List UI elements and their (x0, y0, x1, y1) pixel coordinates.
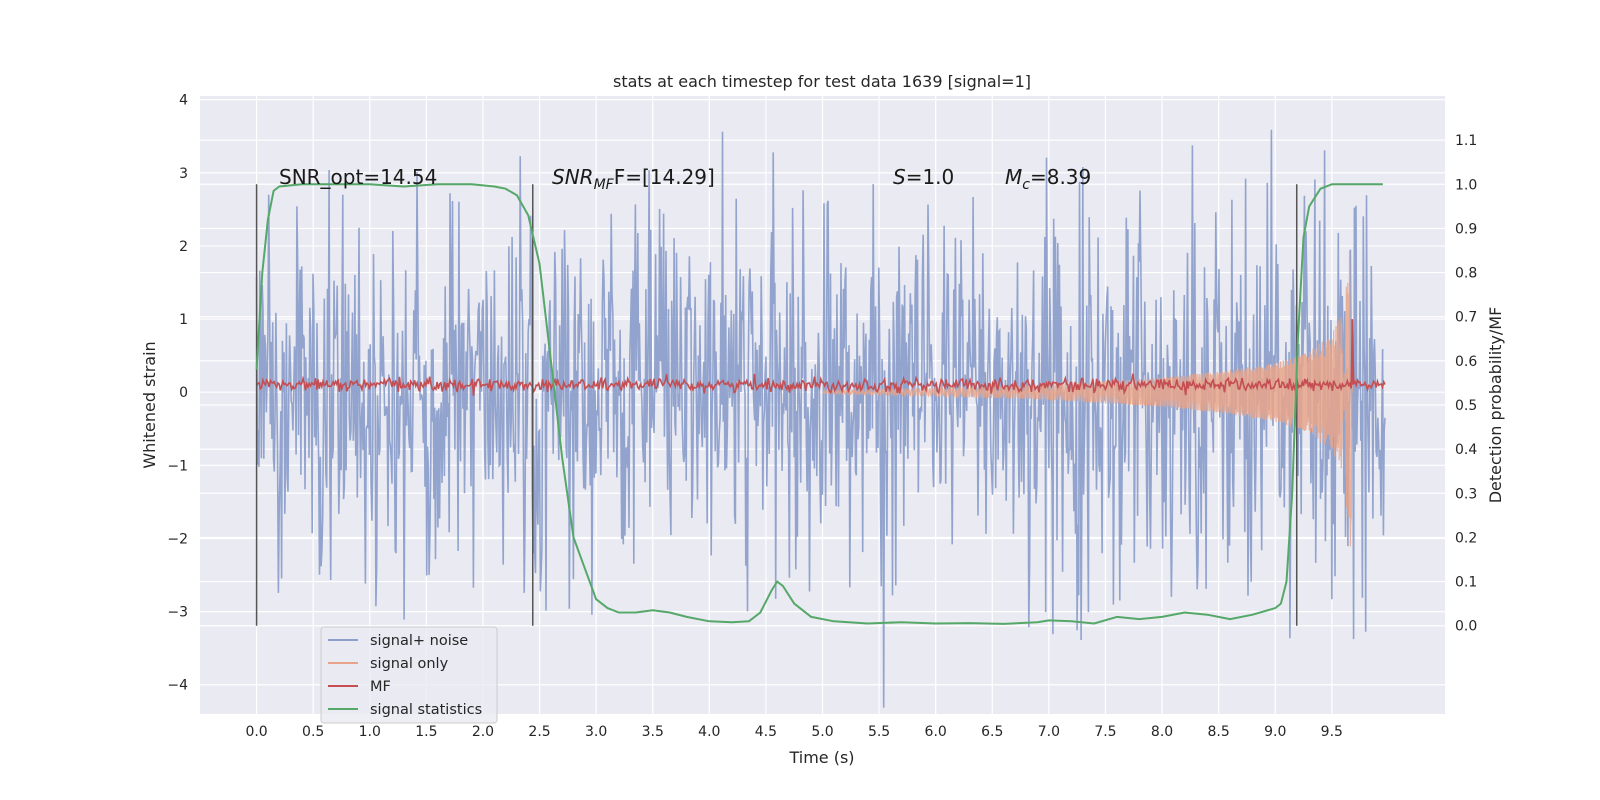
x-tick-label: 6.0 (925, 724, 947, 740)
y2-tick-label: 1.0 (1455, 177, 1477, 193)
annotation-snr-mf: SNRMFF=[14.29] (552, 165, 715, 193)
x-tick-label: 8.5 (1208, 724, 1230, 740)
y-axis-label: Whitened strain (140, 341, 159, 468)
y-tick-label: −4 (167, 678, 188, 694)
x-tick-label: 0.5 (302, 724, 324, 740)
annotation-snr-mf-rest: F=[14.29] (614, 165, 715, 189)
x-axis-label: Time (s) (788, 748, 854, 767)
legend: signal+ noise signal only MF signal stat… (320, 626, 498, 724)
annotations: SNR_opt=14.54 SNRMFF=[14.29] S=1.0 Mc=8.… (279, 165, 1091, 193)
vertical-markers (255, 184, 1298, 626)
legend-label-mf: MF (370, 679, 391, 695)
y-tick-labels-left: 4 3 2 1 0 −1 −2 −3 −4 (167, 93, 188, 694)
y2-tick-label: 0.3 (1455, 486, 1477, 502)
legend-label-signal-statistics: signal statistics (370, 702, 482, 718)
x-tick-labels: 0.0 0.5 1.0 1.5 2.0 2.5 3.0 3.5 4.0 4.5 5.0 5.5 6.0 6… (245, 724, 1342, 740)
y2-tick-label: 0.4 (1455, 442, 1477, 458)
y-tick-label: −2 (167, 531, 188, 547)
x-tick-label: 1.5 (415, 724, 437, 740)
plot-area (200, 96, 1445, 714)
x-tick-label: 3.0 (585, 724, 607, 740)
y2-axis-label: Detection probability/MF (1486, 307, 1505, 504)
annotation-s-rest: =1.0 (906, 165, 955, 189)
x-tick-label: 2.5 (528, 724, 550, 740)
y2-tick-label: 0.8 (1455, 266, 1477, 282)
x-tick-label: 9.5 (1321, 724, 1343, 740)
y2-tick-label: 0.7 (1455, 310, 1477, 326)
y2-tick-label: 1.1 (1455, 133, 1477, 149)
x-tick-label: 9.0 (1264, 724, 1286, 740)
x-tick-label: 7.0 (1038, 724, 1060, 740)
y-tick-label: 1 (179, 312, 188, 328)
annotation-mc-rest: =8.39 (1030, 165, 1091, 189)
y-tick-label: 4 (179, 93, 188, 109)
mf-line (255, 319, 1386, 396)
y2-tick-label: 0.0 (1455, 619, 1477, 635)
y-tick-labels-right: 1.1 1.0 0.9 0.8 0.7 0.6 0.5 0.4 0.3 0.2 0.1 0.0 (1455, 133, 1477, 635)
annotation-mc-sub: c (1022, 177, 1030, 193)
annotation-mc-var: M (1005, 165, 1022, 189)
chart-title: stats at each timestep for test data 163… (613, 72, 1031, 91)
y2-tick-label: 0.6 (1455, 354, 1477, 370)
y2-tick-label: 0.9 (1455, 221, 1477, 237)
series-signal-statistics (255, 183, 1383, 625)
legend-label-signal-only: signal only (370, 656, 449, 672)
annotation-snr-mf-main: SNR (552, 165, 594, 189)
x-tick-label: 3.5 (642, 724, 664, 740)
annotation-snr-mf-sub: MF (594, 177, 615, 193)
y-tick-label: −3 (167, 605, 188, 621)
y-tick-label: 0 (179, 385, 188, 401)
signal-only-line (821, 250, 1353, 547)
series-mf (255, 319, 1386, 396)
annotation-s-var: S (893, 165, 906, 189)
annotation-s: S=1.0 (893, 165, 954, 189)
x-tick-label: 4.0 (698, 724, 720, 740)
x-tick-label: 6.5 (981, 724, 1003, 740)
series-signal-noise (255, 129, 1386, 708)
x-tick-label: 5.0 (811, 724, 833, 740)
y2-tick-label: 0.5 (1455, 398, 1477, 414)
x-tick-label: 7.5 (1094, 724, 1116, 740)
x-tick-label: 4.5 (755, 724, 777, 740)
x-tick-label: 0.0 (245, 724, 267, 740)
y2-tick-label: 0.2 (1455, 530, 1477, 546)
y-tick-label: −1 (167, 458, 188, 474)
x-tick-label: 5.5 (868, 724, 890, 740)
x-tick-label: 8.0 (1151, 724, 1173, 740)
y2-tick-label: 0.1 (1455, 575, 1477, 591)
annotation-mc: Mc=8.39 (1005, 165, 1091, 193)
series-signal-only (821, 250, 1353, 547)
y-tick-label: 2 (179, 239, 188, 255)
y-tick-label: 3 (179, 166, 188, 182)
legend-box (320, 626, 498, 724)
annotation-snr-opt: SNR_opt=14.54 (279, 165, 437, 189)
x-tick-label: 2.0 (472, 724, 494, 740)
x-tick-label: 1.0 (359, 724, 381, 740)
signal-noise-line (255, 129, 1386, 708)
legend-label-signal-noise: signal+ noise (370, 633, 468, 649)
signal-statistics-line (255, 183, 1383, 625)
